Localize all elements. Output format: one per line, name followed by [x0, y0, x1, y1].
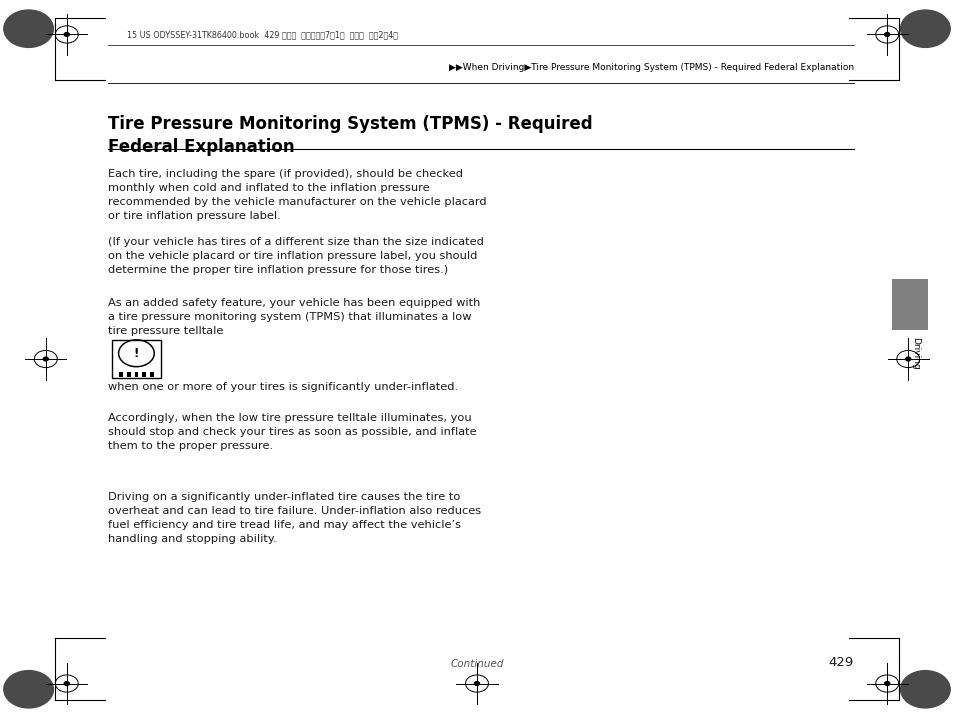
Text: ▶▶When Driving▶Tire Pressure Monitoring System (TPMS) - Required Federal Explana: ▶▶When Driving▶Tire Pressure Monitoring … — [448, 62, 853, 72]
Circle shape — [900, 671, 949, 708]
Bar — [891, 279, 927, 330]
Bar — [112, 340, 161, 378]
Circle shape — [43, 357, 49, 361]
Bar — [119, 373, 123, 377]
Bar — [127, 373, 131, 377]
Circle shape — [474, 681, 479, 686]
Text: As an added safety feature, your vehicle has been equipped with
a tire pressure : As an added safety feature, your vehicle… — [108, 298, 479, 336]
Circle shape — [64, 32, 70, 37]
Text: !: ! — [133, 347, 139, 360]
Text: Accordingly, when the low tire pressure telltale illuminates, you
should stop an: Accordingly, when the low tire pressure … — [108, 413, 476, 451]
Text: Federal Explanation: Federal Explanation — [108, 138, 294, 156]
Text: Driving on a significantly under-inflated tire causes the tire to
overheat and c: Driving on a significantly under-inflate… — [108, 492, 480, 544]
Text: 15 US ODYSSEY-31TK86400.book  429 ページ  ２０１４年7月1日  火曜日  午後2晌4分: 15 US ODYSSEY-31TK86400.book 429 ページ ２０１… — [127, 30, 397, 39]
Text: Continued: Continued — [450, 659, 503, 669]
Text: Driving: Driving — [910, 337, 920, 370]
Text: when one or more of your tires is significantly under-inflated.: when one or more of your tires is signif… — [108, 382, 457, 392]
Circle shape — [4, 671, 53, 708]
Circle shape — [883, 681, 889, 686]
Circle shape — [4, 10, 53, 47]
Circle shape — [64, 681, 70, 686]
Circle shape — [900, 10, 949, 47]
Circle shape — [904, 357, 910, 361]
Text: 429: 429 — [828, 656, 853, 669]
Text: Each tire, including the spare (if provided), should be checked
monthly when col: Each tire, including the spare (if provi… — [108, 169, 486, 220]
Bar — [150, 373, 153, 377]
Text: (If your vehicle has tires of a different size than the size indicated
on the ve: (If your vehicle has tires of a differen… — [108, 237, 483, 275]
Circle shape — [883, 32, 889, 37]
Bar — [134, 373, 138, 377]
Text: Tire Pressure Monitoring System (TPMS) - Required: Tire Pressure Monitoring System (TPMS) -… — [108, 115, 592, 133]
Bar — [142, 373, 146, 377]
